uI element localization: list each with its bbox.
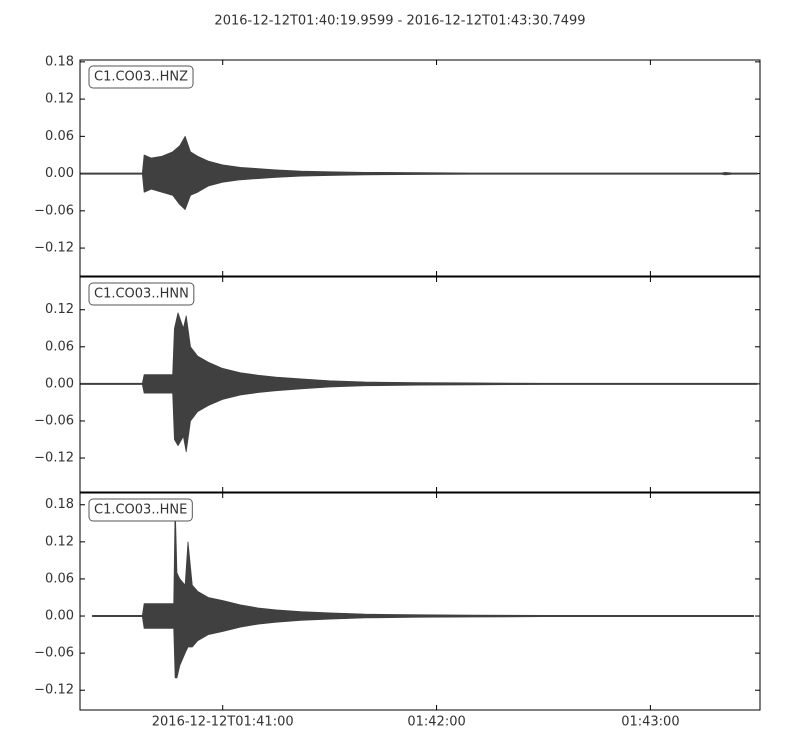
y-tick-label: 0.12 <box>45 302 74 317</box>
x-tick-label: 01:43:00 <box>621 715 679 730</box>
y-tick-label: 0.06 <box>45 571 74 586</box>
y-tick-label: 0.18 <box>45 497 74 512</box>
axes-frame <box>79 59 761 277</box>
trace-label: C1.CO03..HNN <box>94 287 189 302</box>
trace-label-box <box>88 282 195 306</box>
waveform-envelope <box>79 312 758 385</box>
waveform-envelope <box>92 615 755 679</box>
axes-frame <box>79 276 761 493</box>
axes-frame <box>79 492 761 711</box>
trace-label: C1.CO03..HNE <box>94 503 187 518</box>
x-tick-label: 01:42:00 <box>407 715 465 730</box>
y-tick-label: 0.18 <box>45 54 74 69</box>
waveform-envelope <box>79 383 758 453</box>
trace-label-box <box>88 65 194 89</box>
y-tick-label: −0.12 <box>34 683 74 698</box>
y-tick-label: 0.06 <box>45 129 74 144</box>
figure-title: 2016-12-12T01:40:19.9599 - 2016-12-12T01… <box>214 14 585 29</box>
y-tick-label: −0.06 <box>34 203 74 218</box>
waveform-envelope <box>92 504 755 617</box>
y-tick-label: 0.12 <box>45 92 74 107</box>
y-tick-label: 0.12 <box>45 534 74 549</box>
y-tick-label: −0.12 <box>34 451 74 466</box>
y-tick-label: −0.06 <box>34 413 74 428</box>
y-tick-label: −0.06 <box>34 646 74 661</box>
y-tick-label: 0.00 <box>45 376 74 391</box>
waveform-envelope <box>79 135 758 174</box>
trace-label-box <box>88 498 193 522</box>
y-tick-label: −0.12 <box>34 241 74 256</box>
y-tick-label: 0.00 <box>45 166 74 181</box>
y-tick-label: 0.06 <box>45 339 74 354</box>
waveform-envelope <box>79 173 758 210</box>
x-tick-label: 2016-12-12T01:41:00 <box>152 715 294 730</box>
trace-label: C1.CO03..HNZ <box>94 70 188 85</box>
y-tick-label: 0.00 <box>45 609 74 624</box>
